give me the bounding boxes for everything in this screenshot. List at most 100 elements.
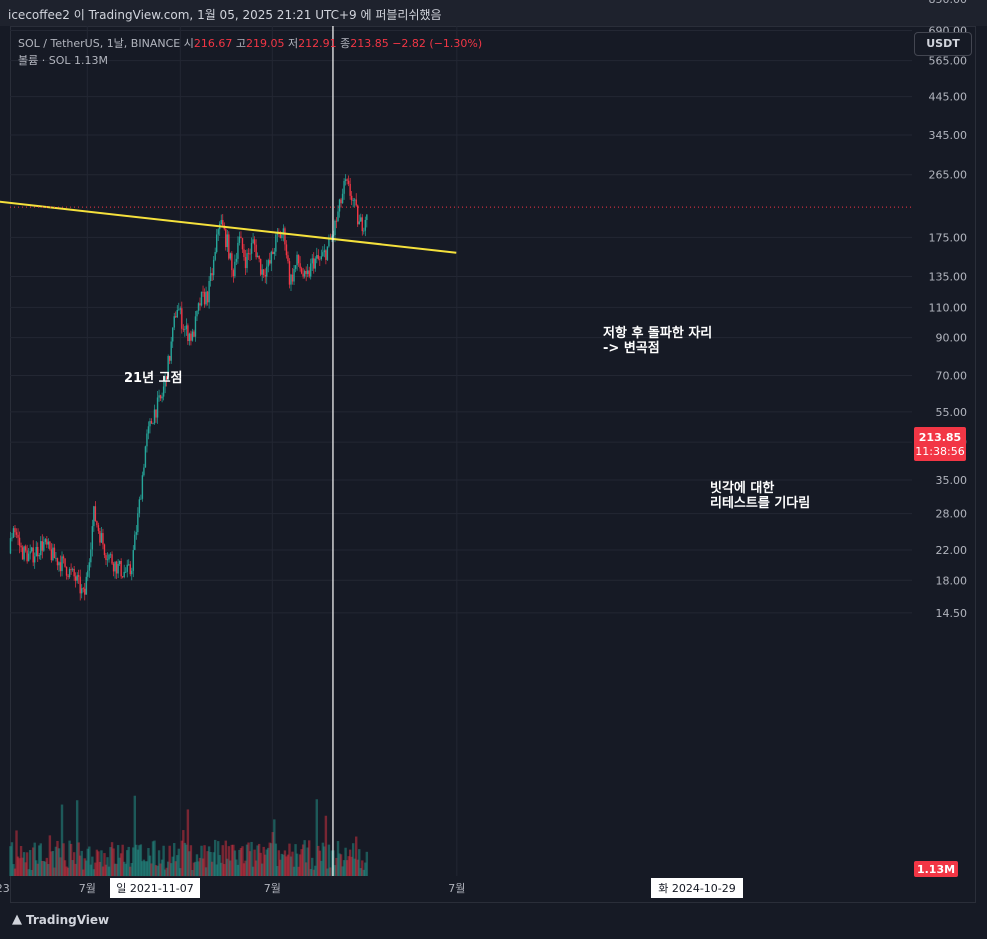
volume-bar [227, 846, 231, 876]
candle-body [211, 273, 213, 276]
volume-bar [212, 852, 215, 876]
candle-body [156, 397, 159, 418]
volume-bar [270, 843, 273, 876]
annotation-breakout-line2[interactable]: -> 변곡점 [603, 341, 660, 356]
candle-body [20, 545, 22, 548]
candle-body [173, 316, 175, 328]
volume-bar [13, 868, 17, 876]
annotation-breakout-line1[interactable]: 저항 후 돌파한 자리 [603, 325, 712, 341]
high-value: 219.05 [245, 37, 285, 50]
annotation-retest-line1[interactable]: 빗각에 대한 [710, 480, 774, 496]
candle-body [35, 546, 37, 557]
time-axis[interactable]: 7월7월20237월20247월7월 [0, 882, 465, 895]
volume-bar [98, 861, 102, 876]
volume-bar [344, 847, 347, 876]
candle-body [364, 219, 367, 231]
candle-body [252, 239, 254, 244]
volume-bar [317, 845, 320, 876]
price-tick-label: 135.00 [929, 270, 968, 283]
candle-body [316, 255, 318, 259]
volume-bar [104, 864, 108, 876]
volume-bar [151, 841, 155, 876]
currency-button[interactable]: USDT [914, 32, 972, 56]
tradingview-logo[interactable]: ▲ TradingView [12, 912, 109, 927]
candle-body [215, 234, 218, 252]
annotation-21-high[interactable]: 21년 고점 [124, 371, 183, 386]
candle-body [282, 228, 285, 235]
candle-body [158, 395, 160, 398]
candle-body [77, 575, 80, 577]
candle-body [300, 268, 303, 274]
volume-bar [365, 851, 369, 876]
volume-bar [292, 866, 296, 876]
candle-body [56, 558, 59, 566]
grid [10, 26, 912, 876]
candle-body [266, 266, 268, 277]
candle-body [161, 396, 163, 399]
volume-bar [77, 842, 80, 876]
marker-date-label-2: 화 2024-10-29 [658, 882, 736, 895]
candle-body [244, 257, 247, 269]
volume-bar [303, 840, 306, 876]
candle-body [299, 263, 301, 269]
candle-body [328, 238, 330, 247]
volume-bar [206, 851, 209, 876]
chart-pane[interactable] [10, 26, 976, 903]
low-label: 저 [287, 37, 299, 50]
candle-body [222, 220, 224, 226]
volume-bar [350, 856, 353, 876]
candle-body [228, 234, 230, 259]
volume-bar [116, 845, 120, 876]
volume-bar [194, 861, 197, 876]
volume-bar [262, 846, 265, 876]
candle-body [285, 244, 288, 256]
volume-bar [63, 860, 67, 876]
candle-body [26, 550, 28, 562]
candle-body [337, 211, 339, 222]
candle-body [334, 220, 336, 236]
candle-body [319, 258, 321, 260]
volume-bar [95, 849, 99, 876]
volume-bar [89, 864, 93, 876]
price-tick-label: 175.00 [929, 231, 968, 244]
volume-bar [174, 861, 177, 876]
price-tick-label: 90.00 [936, 332, 968, 345]
volume-bar [80, 850, 83, 876]
candle-body [306, 270, 309, 274]
candle-body [114, 561, 116, 572]
volume-label[interactable]: 볼륨 · SOL [18, 54, 71, 67]
volume-bar [48, 835, 52, 876]
volume-bar [359, 868, 362, 876]
candle-body [38, 555, 40, 557]
volume-bar [247, 842, 250, 876]
candle-body [191, 331, 194, 341]
marker-date-tag-2 [651, 878, 743, 898]
volume-bar [203, 845, 206, 876]
annotation-retest-line2[interactable]: 리테스트를 기다림 [710, 495, 810, 511]
candle-body [238, 236, 241, 243]
candle-body [347, 180, 350, 184]
price-axis[interactable]: 2,100.001,700.001,300.001,050.00850.0069… [918, 0, 968, 620]
volume-bar [304, 862, 308, 876]
volume-bar [56, 840, 59, 876]
volume-bar [342, 860, 346, 876]
candle-body [196, 310, 198, 317]
candle-body [217, 229, 219, 235]
volume-bar [268, 842, 271, 876]
volume-tag-value: 1.13M [917, 863, 955, 876]
price-tick-label: 445.00 [929, 91, 968, 104]
volume-value: 1.13M [74, 54, 108, 67]
symbol-label[interactable]: SOL / TetherUS, 1날, BINANCE [18, 37, 181, 50]
time-tick-label: 2023 [0, 882, 10, 895]
volume-bar [271, 832, 275, 876]
volume-bar [323, 846, 326, 876]
trendline[interactable] [0, 178, 457, 254]
volume-bar [330, 850, 334, 876]
candle-body [261, 269, 263, 275]
volume-bar [79, 855, 82, 876]
candle-body [256, 255, 259, 258]
candle-body [141, 475, 144, 499]
volume-bar [144, 861, 147, 876]
candle-body [366, 214, 368, 220]
